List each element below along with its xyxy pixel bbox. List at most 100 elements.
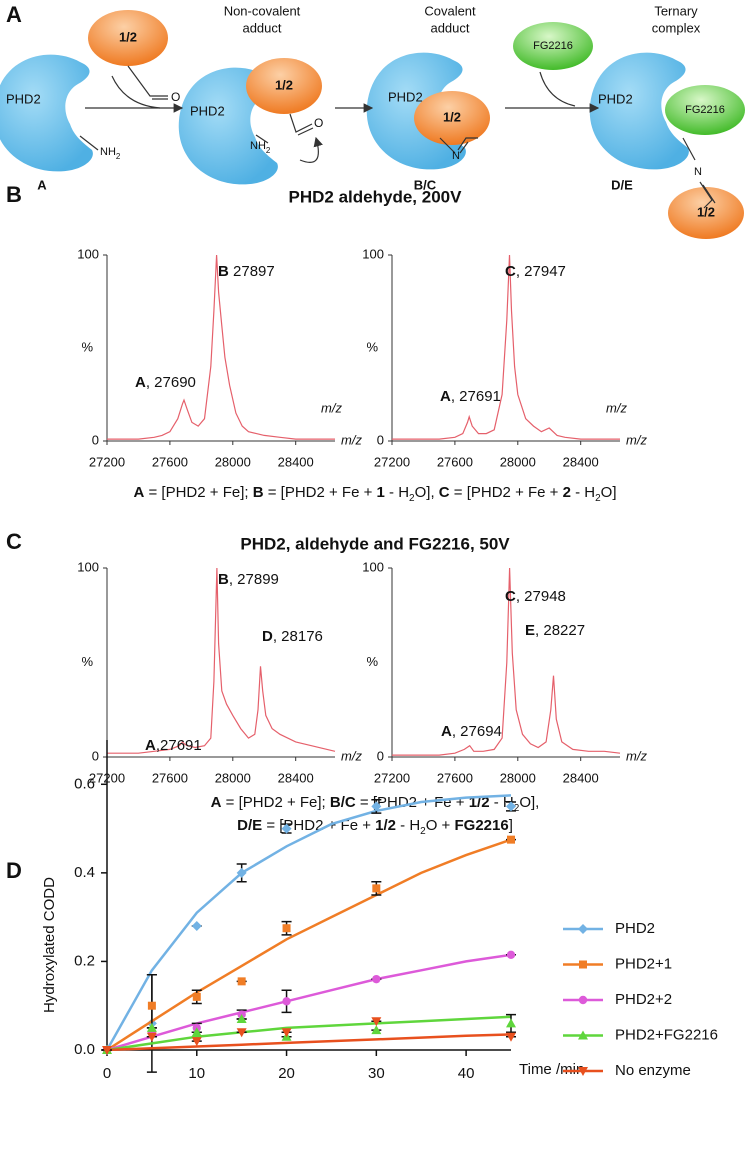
marker <box>191 1037 202 1047</box>
stage-label: adduct <box>430 20 469 35</box>
x-tick-label: 27600 <box>152 770 188 785</box>
marker <box>507 835 515 844</box>
peak-letter: B <box>218 263 229 280</box>
legend-label: PHD2 <box>615 920 655 937</box>
caption-part: 2 <box>514 803 520 814</box>
spectrum-line <box>392 254 620 440</box>
marker <box>282 997 291 1006</box>
x-axis-label: m/z <box>341 432 362 447</box>
legend-label: PHD2+1 <box>615 955 672 972</box>
x-axis-label: m/z <box>321 400 342 415</box>
inhibitor-shape <box>665 85 745 135</box>
peak-label: C, 27948 <box>505 588 566 605</box>
legend-entry: PHD2+FG2216 <box>563 1026 718 1043</box>
caption-part: B <box>253 484 264 501</box>
caption-part: O + <box>426 817 455 834</box>
x-tick-label: 40 <box>458 1065 475 1082</box>
y-tick-label: 100 <box>77 559 99 574</box>
caption-part: = [PHD2 + Fe]; <box>144 484 252 501</box>
fit-curve <box>106 1033 512 1052</box>
x-axis-label: m/z <box>626 748 647 763</box>
y-tick-label: 0.2 <box>74 952 95 969</box>
caption-part: C <box>439 484 450 501</box>
bond <box>439 137 478 154</box>
species-label: D/E <box>611 177 633 192</box>
arrow <box>539 71 576 107</box>
marker <box>147 1001 156 1010</box>
x-tick-label: 27600 <box>437 454 473 469</box>
caption: D/E = [PHD2 + Fe + 1/2 - H2O + FG2216] <box>237 817 513 837</box>
species-label: A <box>37 177 47 192</box>
x-tick-label: 28400 <box>563 770 599 785</box>
peak-label: E, 28227 <box>525 622 585 639</box>
protein-label: PHD2 <box>598 91 633 106</box>
caption-part: O], <box>519 794 539 811</box>
y-tick-label: 0 <box>92 748 99 763</box>
nitrogen-label: N <box>452 150 460 162</box>
peak-letter: D <box>262 628 273 645</box>
y-axis-label: % <box>81 339 93 354</box>
x-tick-label: 28000 <box>500 770 536 785</box>
marker <box>506 801 516 812</box>
caption-part: FG2216 <box>454 817 508 834</box>
panel-title: PHD2 aldehyde, 200V <box>289 187 463 206</box>
fit-curve <box>106 838 512 1052</box>
caption-part: ] <box>509 817 513 834</box>
caption-part: 2 <box>595 493 601 504</box>
x-tick-label: 28400 <box>278 770 314 785</box>
peak-label: B, 27899 <box>218 571 279 588</box>
peak-mass: , 28227 <box>535 622 585 639</box>
legend-entry: PHD2 <box>563 920 655 937</box>
legend-label: PHD2+2 <box>615 991 672 1008</box>
ligand-label: 1/2 <box>443 109 461 124</box>
stage-label: complex <box>652 20 701 35</box>
x-tick-label: 30 <box>368 1065 385 1082</box>
bond <box>289 113 314 136</box>
marker <box>236 867 247 878</box>
stage-label: Non-covalent <box>224 3 301 18</box>
legend-marker <box>578 1030 588 1040</box>
y-axis-label: % <box>81 654 93 669</box>
peak-letter: B <box>218 571 229 588</box>
marker <box>236 1028 247 1038</box>
marker <box>371 801 382 812</box>
x-axis-label: m/z <box>341 748 362 763</box>
oxygen-label: O <box>171 90 180 104</box>
amine-text: NH <box>250 140 266 152</box>
species-label: B/C <box>414 177 437 192</box>
ligand-label: 1/2 <box>275 77 293 92</box>
peak-label: A, 27691 <box>440 388 501 405</box>
caption-part: A <box>133 484 144 501</box>
marker <box>372 974 381 984</box>
marker <box>146 1022 157 1032</box>
peak-mass: , 27948 <box>516 588 566 605</box>
x-tick-label: 28000 <box>500 454 536 469</box>
y-tick-label: 0 <box>377 748 384 763</box>
ligand-label: 1/2 <box>119 29 137 44</box>
peak-mass: ,27691 <box>156 737 202 754</box>
marker <box>372 884 381 893</box>
x-tick-label: 28000 <box>215 770 251 785</box>
x-tick-label: 27200 <box>374 454 410 469</box>
x-axis-label: m/z <box>606 400 627 415</box>
y-tick-label: 0.4 <box>74 864 95 881</box>
stage-label: adduct <box>242 20 281 35</box>
stage-label: Covalent <box>424 3 476 18</box>
arrow <box>111 75 161 109</box>
y-tick-label: 0 <box>92 432 99 447</box>
caption-part: O] <box>601 484 617 501</box>
peak-mass: , 27947 <box>516 263 566 280</box>
y-axis-label: Hydroxylated CODD <box>41 877 58 1013</box>
caption-part: 2 <box>563 484 571 501</box>
peak-label: A, 27690 <box>135 374 196 391</box>
inhibitor-label: FG2216 <box>685 104 725 116</box>
x-tick-label: 27600 <box>152 454 188 469</box>
x-tick-label: 20 <box>278 1065 295 1082</box>
caption-part: = [PHD2 + Fe + <box>356 794 469 811</box>
protein-label: PHD2 <box>388 89 423 104</box>
caption-part: - H <box>571 484 595 501</box>
peak-mass: , 27691 <box>451 388 501 405</box>
caption-part: 2 <box>409 493 415 504</box>
fit-curve <box>106 953 512 1052</box>
peak-letter: C <box>505 263 516 280</box>
